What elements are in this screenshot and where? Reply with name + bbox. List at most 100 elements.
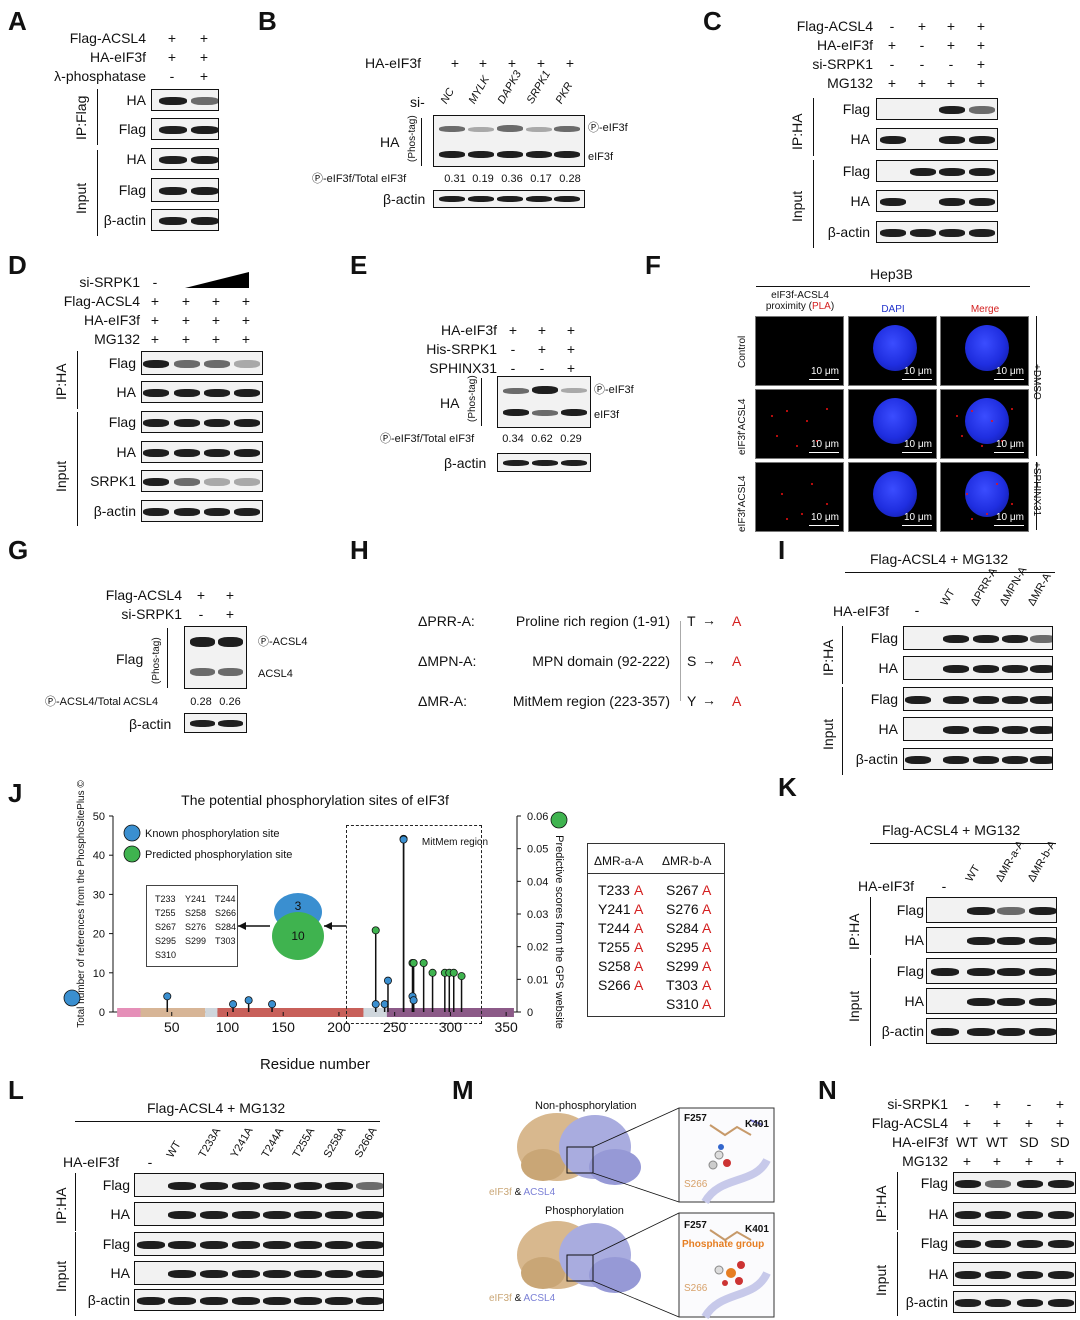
si-target-mylk: MYLK <box>466 74 492 106</box>
col-header-dapi: DAPI <box>881 304 905 315</box>
venn-predicted-count: 10 <box>291 929 305 943</box>
ratio-value: 0.31 <box>444 173 466 185</box>
site-y241: Y241 <box>185 894 207 904</box>
band <box>142 478 170 486</box>
y2-tick-label: 0.02 <box>527 942 548 954</box>
condition-label-ha-eif3f: HA-eIF3f <box>83 312 140 328</box>
condition-value: + <box>887 75 897 91</box>
condition-value: + <box>211 293 221 309</box>
band <box>232 1270 260 1278</box>
condition-label-mg132: MG132 <box>902 1153 948 1169</box>
mitmem-region-label: MitMem region <box>421 837 489 848</box>
table-sub: A <box>634 901 644 917</box>
band <box>967 1028 995 1036</box>
band <box>173 419 201 427</box>
condition-value: + <box>150 293 160 309</box>
pla-dot <box>1011 408 1013 410</box>
row-label-ha: HA <box>878 721 898 737</box>
blot-beta-actin <box>497 453 591 472</box>
blot-ha <box>953 1262 1076 1286</box>
table-site-s276: S276 <box>666 901 699 917</box>
blot-flag <box>953 1172 1076 1194</box>
pla-dot <box>811 483 813 485</box>
mutation-arrow: → <box>702 612 716 628</box>
row-label-ha: HA <box>380 134 400 150</box>
blot-flag <box>134 1173 384 1197</box>
band <box>159 217 187 225</box>
bracket-input <box>77 412 78 526</box>
row-label-flag: Flag <box>870 630 898 646</box>
condition-value: - <box>510 341 516 357</box>
condition-value: - <box>919 56 925 72</box>
bracket-ip <box>77 351 78 409</box>
row-label-ha: HA <box>904 993 924 1009</box>
condition-label-flag-acsl4: Flag-ACSL4 <box>69 30 146 46</box>
table-site-s267: S267 <box>666 882 699 898</box>
band <box>200 1211 228 1219</box>
condition-value: + <box>917 18 927 34</box>
scale-label: 10 μm <box>904 512 932 523</box>
band <box>943 635 969 643</box>
band <box>973 696 999 704</box>
pla-dot <box>771 415 773 417</box>
condition-label-ha-eif3f: HA-eIF3f <box>816 37 873 53</box>
band <box>232 1297 260 1305</box>
bracket-ip <box>842 626 843 684</box>
residue-k401-bottom: K401 <box>745 1224 769 1235</box>
band <box>997 907 1025 915</box>
row-label-flag: Flag <box>118 121 146 137</box>
mutant-from-residue: Y <box>687 693 697 709</box>
band <box>968 106 996 114</box>
mutant-to-residue: A <box>732 653 742 669</box>
y-axis-marker <box>63 989 81 1007</box>
condition-label-phosphatase: λ-phosphatase <box>54 68 146 84</box>
col-header-pla: eIF3f-ACSL4 proximity (PLA) <box>765 290 835 312</box>
table-sub: A <box>702 939 712 955</box>
known-site-point <box>409 996 418 1005</box>
band <box>1002 756 1028 764</box>
nucleus <box>965 398 1009 444</box>
phos-tag-label: (Phos-tag) <box>467 375 478 422</box>
band <box>325 1182 353 1190</box>
band <box>173 389 201 397</box>
band <box>200 1241 228 1249</box>
band <box>173 360 201 368</box>
blot-actin <box>876 221 998 243</box>
row-label-ha: HA <box>116 384 136 400</box>
table-site-t255: T255 <box>598 939 630 955</box>
pla-dot <box>796 445 798 447</box>
band <box>1047 1271 1075 1279</box>
predicted-site-point <box>409 958 418 967</box>
band <box>159 97 187 105</box>
blot-flag <box>926 958 1057 984</box>
panel-label-h: H <box>350 535 369 565</box>
condition-value: - <box>169 68 175 84</box>
row-label-actin: β-actin <box>93 503 136 519</box>
condition-label-flag-acsl4: Flag-ACSL4 <box>871 1115 948 1131</box>
row-label-ha: HA <box>440 395 460 411</box>
condition-label-ha-eif3f: HA-eIF3f <box>440 322 497 338</box>
table-site-t233: T233 <box>598 882 630 898</box>
site-t244: T244 <box>215 894 236 904</box>
band <box>938 136 966 144</box>
band <box>968 168 996 176</box>
mutant-name-mpn-a: ΔMPN-A: <box>418 653 477 669</box>
band <box>943 665 969 673</box>
site-s258: S258 <box>185 908 207 918</box>
blot-actin <box>903 748 1053 770</box>
legend-top: eIF3f & ACSL4 <box>489 1187 556 1198</box>
domain-segment <box>363 1008 387 1017</box>
condition-value: + <box>199 30 209 46</box>
treatment-value: + <box>450 55 460 71</box>
band <box>191 187 218 195</box>
band <box>968 198 996 206</box>
row-label-flag: Flag <box>108 414 136 430</box>
condition-value: + <box>241 293 251 309</box>
condition-value: + <box>199 49 209 65</box>
y2-axis-marker <box>550 811 568 829</box>
pla-dot <box>816 440 818 442</box>
lane-label-none: - <box>914 602 920 618</box>
y2-tick-label: 0.06 <box>527 811 548 823</box>
blot-flag <box>876 160 998 182</box>
domain-segment <box>205 1008 218 1017</box>
